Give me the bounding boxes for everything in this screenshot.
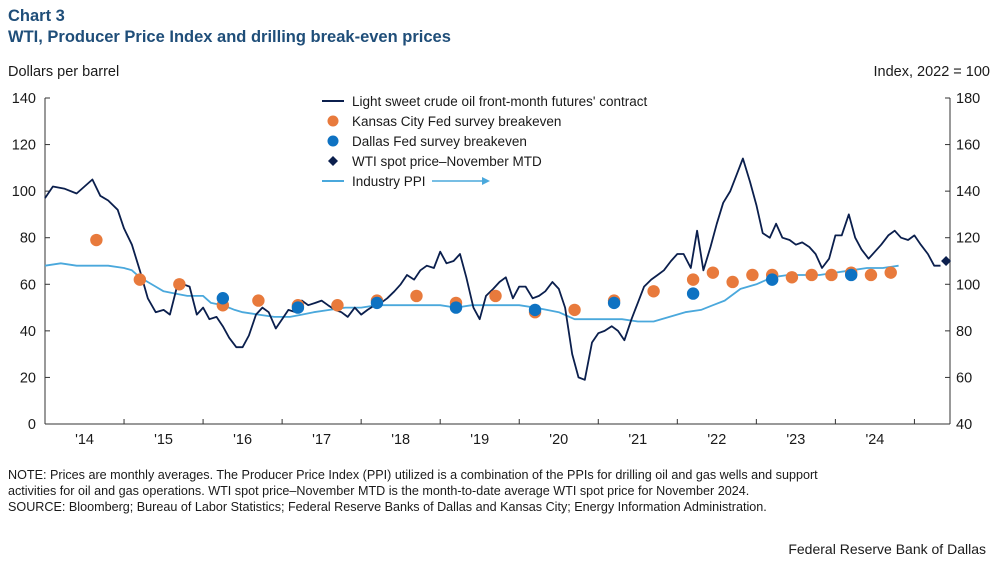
right-tick-label: 160 bbox=[956, 138, 980, 154]
kc-fed-breakeven-point bbox=[410, 289, 423, 303]
kc-fed-breakeven-point bbox=[706, 266, 720, 279]
left-tick-label: 20 bbox=[20, 370, 36, 386]
right-tick-label: 180 bbox=[956, 91, 980, 107]
left-tick-label: 40 bbox=[20, 324, 36, 340]
series-wti-futures-line bbox=[44, 157, 941, 381]
kc-fed-breakeven-point bbox=[90, 233, 103, 247]
dallas-fed-breakeven-point bbox=[686, 287, 700, 300]
dallas-fed-breakeven-point bbox=[449, 301, 463, 314]
dallas-fed-breakeven-point bbox=[528, 303, 542, 317]
legend: Light sweet crude oil front-month future… bbox=[322, 94, 647, 189]
kc-fed-breakeven-point bbox=[331, 299, 344, 312]
note-line-1: NOTE: Prices are monthly averages. The P… bbox=[8, 468, 818, 482]
dallas-fed-breakeven-point bbox=[216, 292, 230, 305]
legend-kc-label: Kansas City Fed survey breakeven bbox=[352, 114, 561, 129]
right-axis-unit: Index, 2022 = 100 bbox=[873, 64, 990, 80]
footer-credit: Federal Reserve Bank of Dallas bbox=[788, 541, 986, 557]
kc-fed-breakeven-point bbox=[489, 289, 502, 303]
x-tick-label: '21 bbox=[628, 432, 647, 448]
x-tick-label: '24 bbox=[865, 432, 884, 448]
kc-fed-breakeven-point bbox=[884, 266, 897, 279]
source-line: SOURCE: Bloomberg; Bureau of Labor Stati… bbox=[8, 500, 767, 514]
kc-fed-breakeven-point bbox=[805, 268, 818, 282]
dallas-fed-breakeven-point bbox=[370, 296, 384, 310]
right-tick-label: 120 bbox=[956, 231, 980, 247]
legend-ppi-label: Industry PPI bbox=[352, 174, 426, 189]
left-tick-label: 80 bbox=[20, 231, 36, 247]
right-tick-label: 80 bbox=[956, 324, 972, 340]
legend-spot-label: WTI spot price–November MTD bbox=[352, 154, 542, 169]
kc-fed-breakeven-point bbox=[133, 273, 147, 286]
x-tick-label: '22 bbox=[707, 432, 726, 448]
right-tick-label: 40 bbox=[956, 417, 972, 433]
legend-wti-label: Light sweet crude oil front-month future… bbox=[352, 94, 647, 109]
left-tick-label: 140 bbox=[12, 91, 36, 107]
legend-dallas-swatch bbox=[327, 135, 339, 147]
kc-fed-breakeven-point bbox=[568, 303, 581, 317]
series-industry-ppi-line bbox=[44, 262, 899, 323]
legend-kc-swatch bbox=[327, 115, 339, 127]
right-tick-label: 60 bbox=[956, 370, 972, 386]
x-tick-label: '20 bbox=[549, 432, 568, 448]
left-tick-label: 100 bbox=[12, 184, 36, 200]
dallas-fed-breakeven-point bbox=[607, 296, 621, 310]
notes-block: NOTE: Prices are monthly averages. The P… bbox=[8, 467, 988, 515]
chart-number: Chart 3 bbox=[8, 7, 65, 25]
right-tick-label: 140 bbox=[956, 184, 980, 200]
left-tick-label: 120 bbox=[12, 138, 36, 154]
legend-ppi-arrow-head bbox=[482, 177, 490, 185]
note-line-2: activities for oil and gas operations. W… bbox=[8, 484, 750, 498]
left-tick-label: 60 bbox=[20, 277, 36, 293]
left-axis-unit: Dollars per barrel bbox=[8, 64, 120, 80]
kc-fed-breakeven-point bbox=[647, 285, 660, 298]
x-tick-label: '14 bbox=[75, 432, 94, 448]
kc-fed-breakeven-point bbox=[785, 271, 799, 284]
wti-spot-mtd-marker bbox=[941, 256, 952, 266]
x-tick-label: '15 bbox=[154, 432, 173, 448]
legend-spot-swatch bbox=[328, 156, 338, 166]
right-tick-label: 100 bbox=[956, 277, 980, 293]
kc-fed-breakeven-point bbox=[173, 278, 186, 291]
dallas-fed-breakeven-point bbox=[291, 301, 305, 314]
x-tick-label: '16 bbox=[233, 432, 252, 448]
kc-fed-breakeven-point bbox=[746, 268, 759, 282]
x-tick-label: '19 bbox=[470, 432, 489, 448]
kc-fed-breakeven-point bbox=[864, 268, 878, 282]
dallas-fed-breakeven-point bbox=[845, 268, 858, 282]
kc-fed-breakeven-point bbox=[252, 294, 265, 307]
dallas-fed-breakeven-point bbox=[765, 273, 779, 286]
x-tick-label: '23 bbox=[786, 432, 805, 448]
chart-title: WTI, Producer Price Index and drilling b… bbox=[8, 28, 451, 46]
kc-fed-breakeven-point bbox=[825, 268, 838, 282]
kc-fed-breakeven-point bbox=[686, 273, 700, 286]
kc-fed-breakeven-point bbox=[726, 275, 739, 289]
x-tick-label: '17 bbox=[312, 432, 331, 448]
left-tick-label: 0 bbox=[28, 417, 36, 433]
x-tick-label: '18 bbox=[391, 432, 410, 448]
legend-dallas-label: Dallas Fed survey breakeven bbox=[352, 134, 527, 149]
title-block: Chart 3 WTI, Producer Price Index and dr… bbox=[8, 6, 451, 48]
